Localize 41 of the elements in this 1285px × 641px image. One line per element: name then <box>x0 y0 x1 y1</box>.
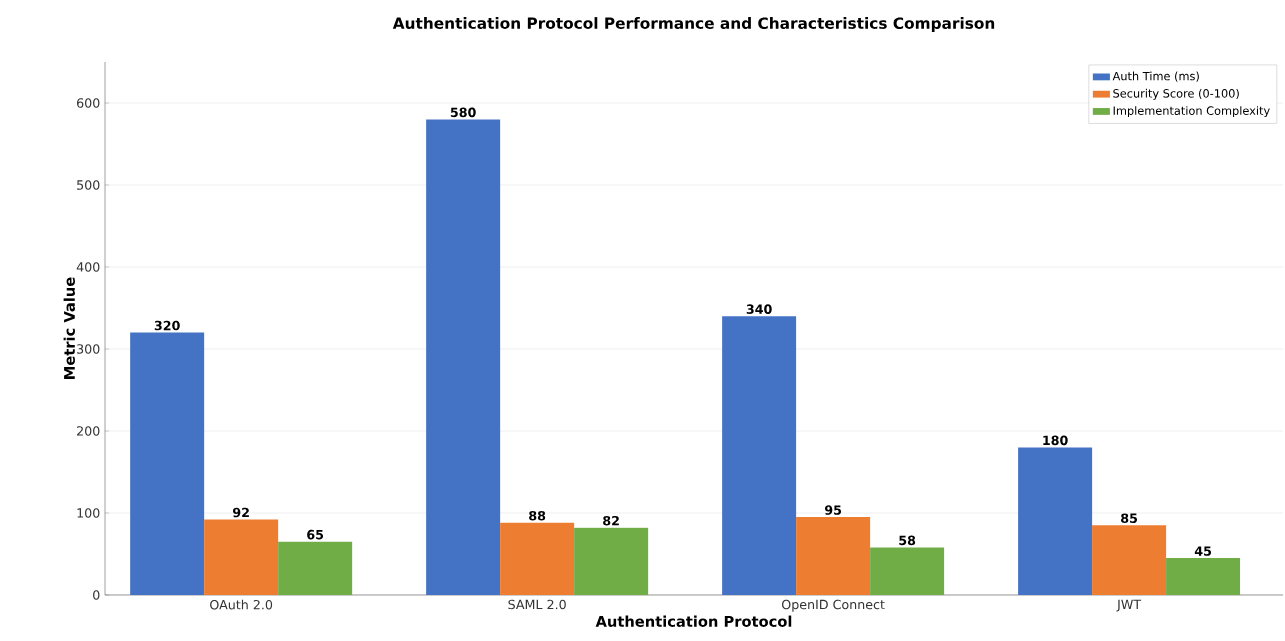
data-label: 85 <box>1121 513 1138 524</box>
data-label: 580 <box>450 107 476 118</box>
x-tick-label: SAML 2.0 <box>508 599 566 610</box>
bar <box>130 332 205 595</box>
x-tick-label: OAuth 2.0 <box>210 599 273 610</box>
y-axis-title: Metric Value <box>63 277 75 379</box>
legend-label: Implementation Complexity <box>1113 106 1270 118</box>
bar <box>204 519 279 595</box>
bar <box>500 522 575 595</box>
bar <box>278 541 353 595</box>
data-label: 82 <box>603 515 619 526</box>
data-label: 95 <box>824 505 842 515</box>
data-label: 92 <box>232 507 249 518</box>
data-label: 58 <box>899 535 916 546</box>
y-tick-label: 100 <box>77 508 100 518</box>
x-tick-label: JWT <box>1116 599 1142 612</box>
y-tick-label: 500 <box>77 180 100 190</box>
x-axis-title: Authentication Protocol <box>595 615 792 627</box>
bar <box>796 517 871 595</box>
chart-title: Authentication Protocol Performance and Characteristics Comparison <box>392 17 995 32</box>
legend-label: Auth Time (ms) <box>1112 71 1199 82</box>
y-tick-label: 0 <box>93 590 100 600</box>
bar <box>1092 525 1167 595</box>
bar <box>1166 558 1241 595</box>
x-tick-label: OpenID Connect <box>781 599 885 612</box>
data-label: 180 <box>1043 435 1068 446</box>
y-tick-label: 200 <box>77 426 100 436</box>
bar <box>426 119 501 595</box>
data-label: 45 <box>1194 546 1212 556</box>
bar <box>722 316 797 595</box>
data-label: 65 <box>307 529 324 540</box>
bar <box>1018 447 1093 595</box>
y-tick-label: 300 <box>77 344 100 354</box>
data-label: 340 <box>746 304 772 314</box>
data-label: 88 <box>529 510 546 521</box>
legend-label: Security Score (0-100) <box>1113 88 1239 100</box>
y-tick-label: 400 <box>76 262 100 272</box>
bar <box>574 527 649 595</box>
y-tick-label: 600 <box>77 98 100 108</box>
data-label: 320 <box>154 320 180 331</box>
bar <box>870 547 945 595</box>
